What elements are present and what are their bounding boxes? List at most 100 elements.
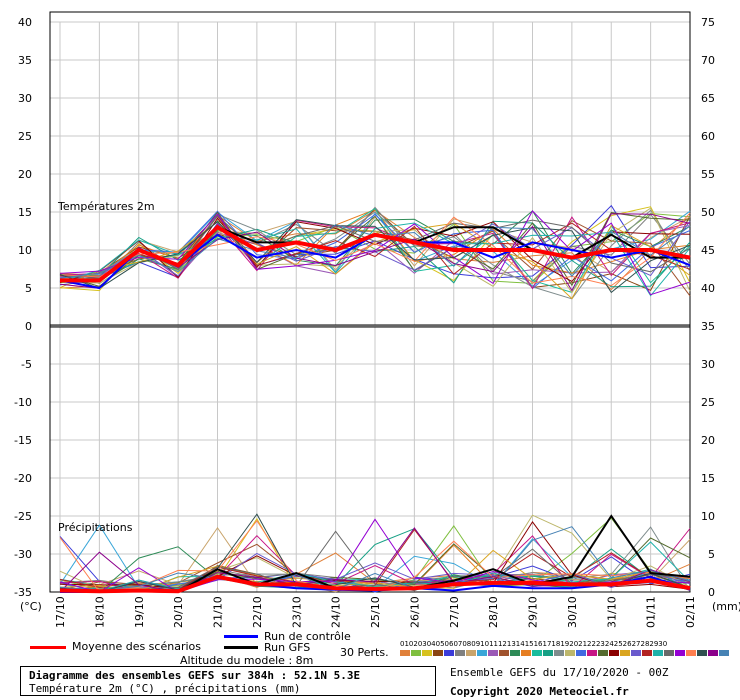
temp-series-line bbox=[60, 224, 691, 283]
x-tick-label: 21/10 bbox=[212, 596, 225, 628]
pert-color-box bbox=[466, 650, 476, 656]
gfs-swatch bbox=[224, 646, 258, 649]
pert-temp-line bbox=[59, 212, 691, 287]
right-tick-label: 20 bbox=[701, 434, 715, 447]
info-title: Diagramme des ensembles GEFS sur 384h : … bbox=[29, 669, 361, 682]
pert-temp-line bbox=[59, 219, 691, 294]
left-axis-unit: (°C) bbox=[20, 600, 42, 613]
right-tick-label: 60 bbox=[701, 130, 715, 143]
pert-color-boxes bbox=[400, 650, 730, 656]
left-tick-label: 0 bbox=[25, 320, 32, 333]
right-tick-label: 35 bbox=[701, 320, 715, 333]
info-subtitle: Température 2m (°C) , précipitations (mm… bbox=[29, 682, 301, 695]
gfs-legend-label: Run GFS bbox=[264, 641, 311, 654]
pert-temp-line bbox=[59, 216, 691, 290]
right-tick-label: 0 bbox=[708, 586, 715, 599]
pert-color-box bbox=[642, 650, 652, 656]
control-legend-label: Run de contrôle bbox=[264, 630, 351, 643]
pert-color-box bbox=[411, 650, 421, 656]
plot-frame bbox=[49, 11, 691, 593]
pert-color-box bbox=[455, 650, 465, 656]
x-tick-label: 26/10 bbox=[408, 596, 421, 628]
run-label: Ensemble GEFS du 17/10/2020 - 00Z bbox=[450, 666, 669, 679]
pert-color-box bbox=[697, 650, 707, 656]
pert-color-box bbox=[576, 650, 586, 656]
series-lines bbox=[59, 224, 691, 594]
x-axis-ticks: 17/10 18/10 19/10 20/10 21/10 22/10 23/10 24/10… bbox=[54, 596, 697, 628]
info-box: Diagramme des ensembles GEFS sur 384h : … bbox=[20, 666, 436, 696]
x-tick-label: 25/10 bbox=[369, 596, 382, 628]
pert-color-box bbox=[631, 650, 641, 656]
left-tick-label: -5 bbox=[21, 358, 32, 371]
x-tick-label: 01/11 bbox=[645, 596, 658, 628]
left-tick-label: 15 bbox=[18, 206, 32, 219]
x-tick-label: 17/10 bbox=[54, 596, 67, 628]
pert-color-box bbox=[477, 650, 487, 656]
pert-color-box bbox=[532, 650, 542, 656]
left-tick-label: -10 bbox=[14, 396, 32, 409]
left-tick-label: 40 bbox=[18, 16, 32, 29]
altitude-label: Altitude du modele : 8m bbox=[180, 654, 314, 667]
right-tick-label: 65 bbox=[701, 92, 715, 105]
pert-color-box bbox=[521, 650, 531, 656]
grid-lines bbox=[49, 11, 691, 593]
precip-panel-label: Précipitations bbox=[58, 521, 133, 534]
x-tick-label: 29/10 bbox=[527, 596, 540, 628]
right-tick-label: 25 bbox=[701, 396, 715, 409]
pert-color-box bbox=[433, 650, 443, 656]
right-tick-label: 55 bbox=[701, 168, 715, 181]
control-swatch bbox=[224, 635, 258, 638]
left-tick-label: -30 bbox=[14, 548, 32, 561]
pert-color-box bbox=[400, 650, 410, 656]
pert-color-box bbox=[444, 650, 454, 656]
pert-color-box bbox=[565, 650, 575, 656]
pert-color-box bbox=[719, 650, 729, 656]
left-tick-label: 10 bbox=[18, 244, 32, 257]
right-tick-label: 30 bbox=[701, 358, 715, 371]
right-tick-label: 5 bbox=[708, 548, 715, 561]
left-tick-label: 20 bbox=[18, 168, 32, 181]
mean-legend-label: Moyenne des scénarios bbox=[72, 640, 201, 653]
left-axis-ticks: 40 35 30 25 20 15 10 5 0 -5 -10 -15 -20 -25 -30 -35 bbox=[14, 16, 32, 599]
pert-color-box bbox=[422, 650, 432, 656]
pert-color-box bbox=[686, 650, 696, 656]
left-tick-label: 30 bbox=[18, 92, 32, 105]
pert-color-box bbox=[675, 650, 685, 656]
right-tick-label: 15 bbox=[701, 472, 715, 485]
left-tick-label: -15 bbox=[14, 434, 32, 447]
perts-label: 30 Perts. bbox=[340, 646, 389, 659]
x-tick-label: 23/10 bbox=[290, 596, 303, 628]
x-tick-label: 30/10 bbox=[566, 596, 579, 628]
pert-color-box bbox=[499, 650, 509, 656]
pert-color-box bbox=[543, 650, 553, 656]
pert-color-box bbox=[609, 650, 619, 656]
pert-color-box bbox=[488, 650, 498, 656]
x-tick-label: 18/10 bbox=[93, 596, 106, 628]
right-tick-label: 40 bbox=[701, 282, 715, 295]
x-tick-label: 24/10 bbox=[330, 596, 343, 628]
x-tick-label: 27/10 bbox=[448, 596, 461, 628]
mean-swatch bbox=[30, 646, 66, 649]
pert-precip-line bbox=[59, 549, 691, 592]
left-tick-label: -25 bbox=[14, 510, 32, 523]
copyright-label: Copyright 2020 Meteociel.fr bbox=[450, 685, 629, 698]
x-tick-label: 28/10 bbox=[487, 596, 500, 628]
x-tick-label: 31/10 bbox=[605, 596, 618, 628]
precip-series-line bbox=[59, 574, 691, 594]
left-tick-label: -20 bbox=[14, 472, 32, 485]
pert-temp-line bbox=[59, 215, 691, 280]
right-tick-label: 10 bbox=[701, 510, 715, 523]
pert-color-box bbox=[708, 650, 718, 656]
pert-precip-line bbox=[59, 526, 691, 592]
pert-color-box bbox=[587, 650, 597, 656]
pert-color-box bbox=[598, 650, 608, 656]
left-tick-label: -35 bbox=[14, 586, 32, 599]
x-tick-label: 19/10 bbox=[133, 596, 146, 628]
x-tick-label: 20/10 bbox=[172, 596, 185, 628]
right-tick-label: 50 bbox=[701, 206, 715, 219]
pert-color-box bbox=[510, 650, 520, 656]
pert-color-box bbox=[664, 650, 674, 656]
pert-temp-line bbox=[59, 222, 691, 297]
